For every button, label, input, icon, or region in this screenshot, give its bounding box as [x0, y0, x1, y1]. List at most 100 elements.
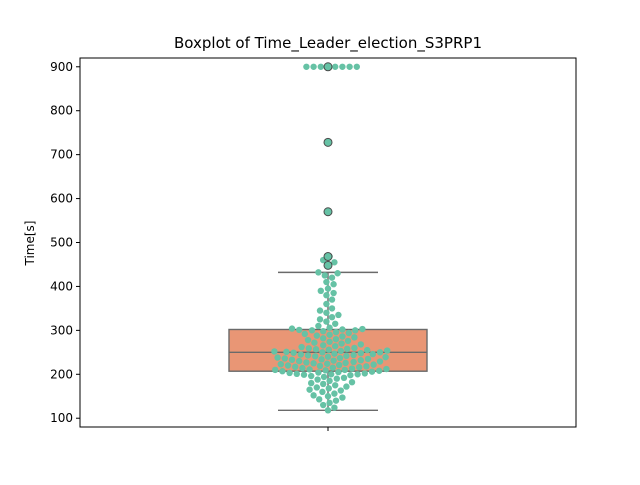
swarm-point	[361, 370, 368, 377]
swarm-point	[323, 318, 330, 325]
swarm-point	[343, 352, 350, 360]
swarm-point	[328, 274, 336, 281]
swarm-point	[323, 300, 330, 308]
swarm-point	[323, 292, 330, 299]
swarm-point	[359, 325, 366, 333]
swarm-point	[308, 372, 315, 380]
swarm-point	[329, 364, 336, 371]
swarm-point	[352, 327, 359, 334]
swarm-point	[320, 328, 327, 335]
swarm-point	[316, 316, 324, 323]
swarm-point	[318, 356, 325, 363]
swarm-point	[344, 345, 351, 353]
chart-title: Boxplot of Time_Leader_election_S3PRP1	[174, 34, 482, 52]
swarm-point	[271, 348, 278, 355]
swarm-point	[328, 296, 336, 303]
y-tick-label: 100	[50, 411, 73, 425]
swarm-point	[311, 339, 318, 346]
swarm-point	[319, 388, 326, 396]
swarm-point	[324, 360, 331, 367]
swarm-point	[299, 364, 306, 372]
swarm-point	[320, 401, 327, 409]
swarm-point	[308, 327, 316, 334]
swarm-point	[324, 407, 332, 414]
swarm-point	[304, 352, 312, 359]
y-tick-label: 700	[50, 148, 73, 162]
swarm-point	[316, 362, 324, 370]
swarm-point	[313, 384, 320, 391]
swarm-point	[332, 328, 340, 336]
swarm-point	[308, 379, 315, 387]
swarm-point	[310, 63, 317, 70]
swarm-point	[369, 350, 376, 358]
swarm-point	[334, 270, 341, 277]
swarm-point	[281, 355, 288, 362]
swarm-point	[316, 396, 323, 403]
swarm-point	[376, 367, 383, 374]
swarm-point	[274, 354, 281, 361]
swarm-point	[317, 287, 324, 295]
swarm-point	[312, 353, 319, 360]
swarm-point	[353, 63, 360, 70]
swarm-point	[357, 341, 364, 348]
swarm-point	[331, 390, 338, 397]
swarm-point	[293, 370, 300, 378]
swarm-point	[286, 369, 293, 377]
swarm-point	[303, 359, 310, 366]
swarm-point	[383, 365, 390, 373]
swarm-point	[326, 324, 333, 331]
swarm-point	[284, 362, 292, 369]
swarm-point	[315, 269, 322, 276]
outlier-point	[323, 260, 333, 270]
swarm-point	[323, 309, 330, 316]
swarm-point	[298, 343, 305, 351]
y-tick-label: 400	[50, 279, 73, 293]
swarm-point	[325, 385, 332, 392]
swarm-point	[324, 285, 332, 292]
swarm-point	[332, 63, 339, 70]
swarm-point	[277, 360, 284, 368]
swarm-point	[354, 371, 361, 378]
swarm-point	[356, 364, 363, 371]
swarm-point	[341, 366, 348, 374]
swarm-point	[324, 393, 332, 400]
swarm-point	[339, 63, 346, 70]
swarm-point	[313, 332, 320, 339]
swarm-point	[325, 346, 332, 353]
swarm-point	[338, 340, 345, 347]
swarm-point	[326, 338, 333, 345]
swarm-point	[306, 366, 313, 373]
y-tick-label: 600	[50, 192, 73, 206]
swarm-point	[351, 344, 358, 352]
swarm-point	[336, 361, 343, 369]
swarm-point	[283, 348, 290, 356]
swarm-point	[357, 357, 364, 364]
swarm-point	[343, 383, 350, 390]
swarm-point	[332, 335, 340, 343]
swarm-point	[350, 351, 357, 359]
swarm-point	[330, 357, 337, 364]
swarm-point	[323, 278, 330, 286]
swarm-point	[292, 363, 299, 371]
swarm-point	[303, 63, 310, 70]
swarm-point	[321, 272, 328, 279]
outlier-point	[323, 62, 333, 72]
swarm-point	[335, 311, 342, 319]
swarm-point	[326, 377, 333, 385]
swarm-point	[337, 347, 344, 355]
swarm-point	[337, 387, 344, 394]
swarm-point	[342, 359, 349, 367]
swarm-point	[368, 368, 376, 375]
plot-frame	[79, 57, 577, 428]
swarm-point	[314, 376, 321, 383]
swarm-point	[339, 326, 346, 333]
swarm-point	[304, 336, 312, 344]
swarm-point	[312, 346, 320, 353]
swarm-point	[326, 331, 333, 338]
swarm-point	[347, 371, 354, 379]
swarm-point	[328, 313, 336, 321]
swarm-group	[271, 63, 391, 414]
swarm-point	[279, 368, 286, 375]
swarm-point	[340, 374, 348, 381]
